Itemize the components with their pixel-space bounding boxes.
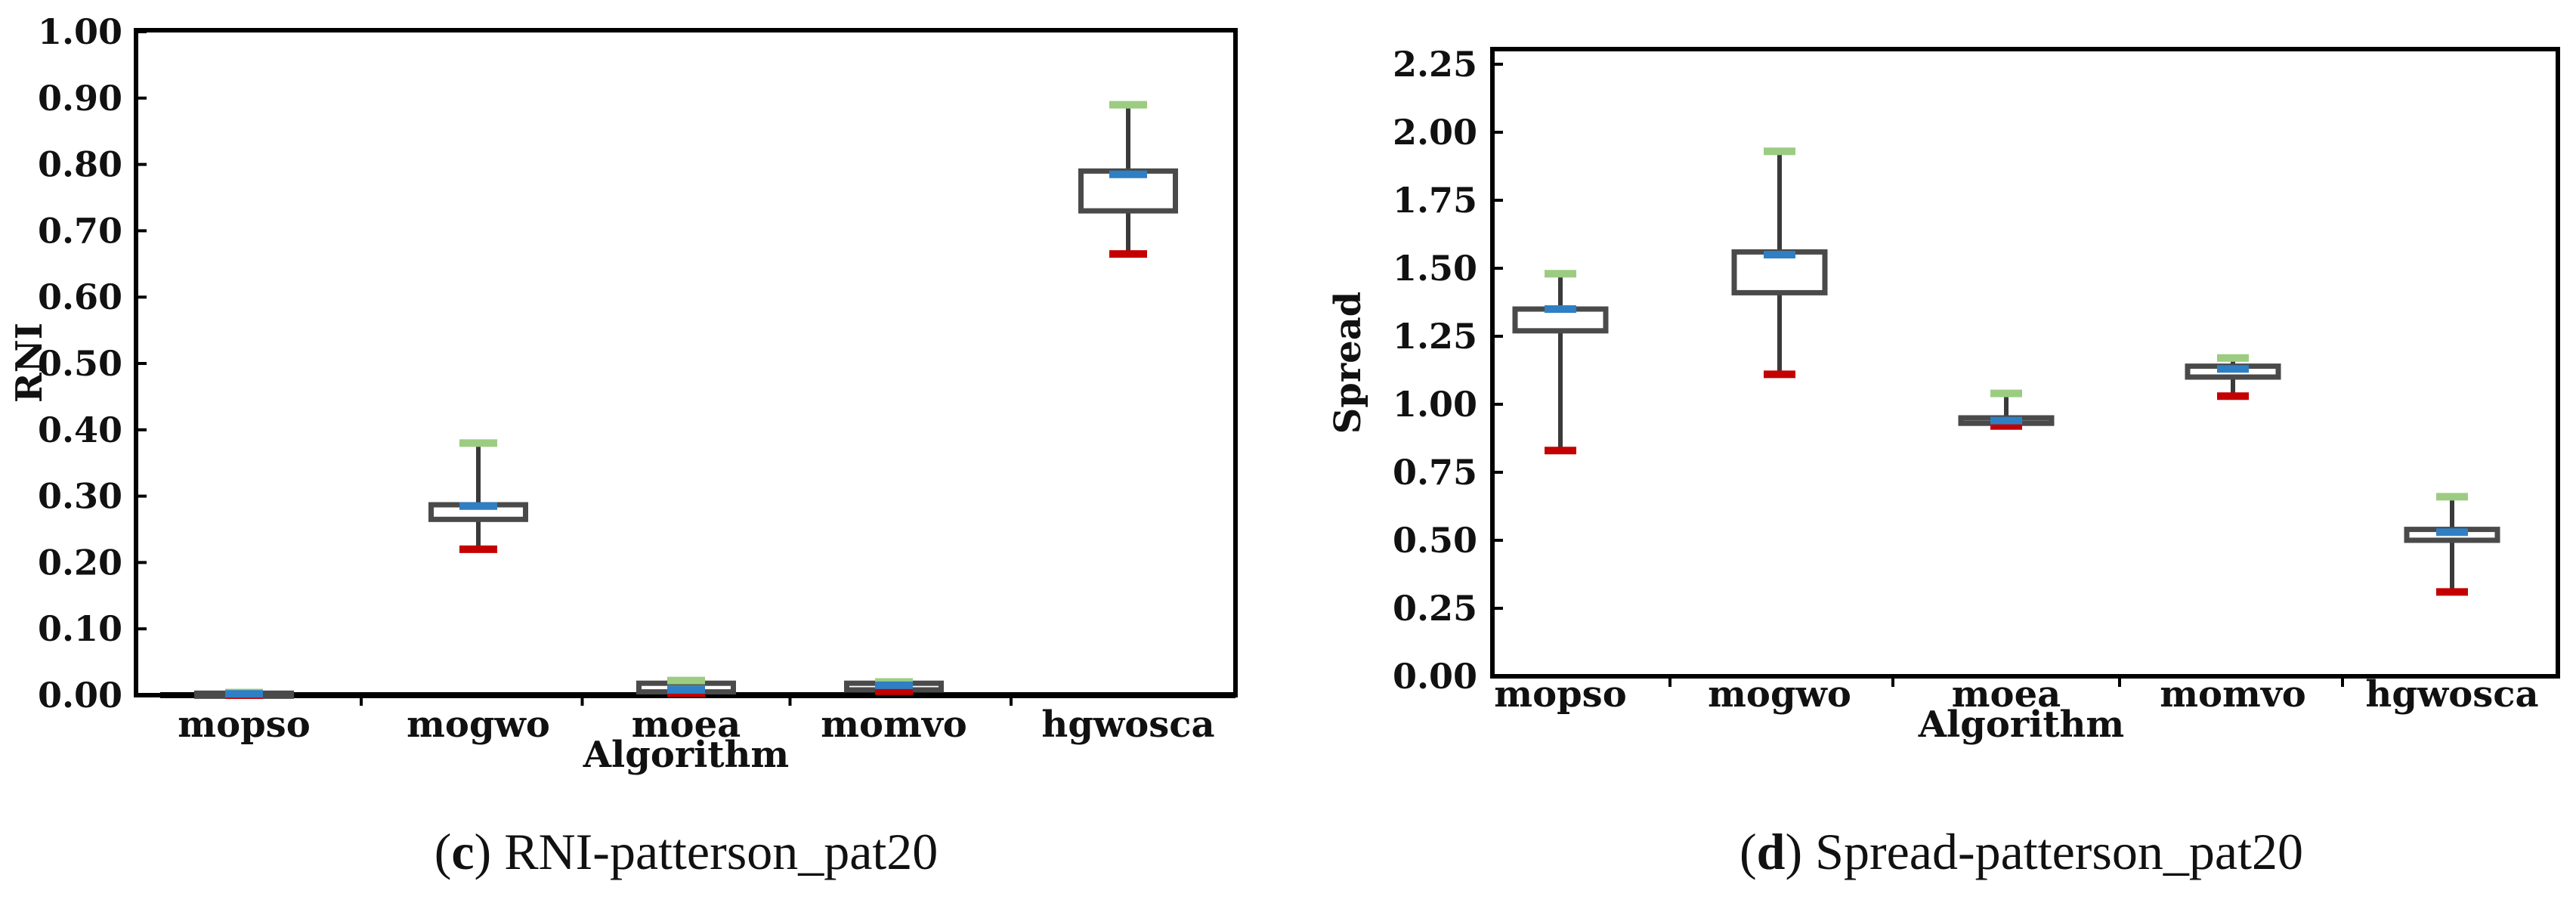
caption-letter-c: c xyxy=(451,823,474,880)
box-mogwo xyxy=(1731,147,1828,379)
y-tick-label: 0.10 xyxy=(38,608,122,649)
y-tick-label: 0.50 xyxy=(1393,520,1477,561)
caption-letter-d: d xyxy=(1757,823,1786,880)
box-moea xyxy=(1958,389,2055,430)
y-tick-label: 1.00 xyxy=(1393,384,1477,425)
x-category-label: mopso xyxy=(178,703,310,746)
caption-d: (d) Spread-patterson_pat20 xyxy=(1739,823,2303,880)
x-axis-title-d: Algorithm xyxy=(1918,703,2124,746)
x-category-label: mogwo xyxy=(1708,673,1851,716)
y-tick-label: 1.25 xyxy=(1393,316,1477,357)
y-tick-label: 1.75 xyxy=(1393,180,1477,221)
x-ticks-c: mopso mogwo moea momvo hgwosca xyxy=(178,695,1215,746)
panel-d: 0.00 0.25 0.50 0.75 1.00 1.25 1.50 1.75 2.00 2.25… xyxy=(1327,44,2560,880)
y-tick-label: 0.20 xyxy=(38,542,122,583)
y-tick-label: 0.25 xyxy=(1393,588,1477,629)
x-category-label: mogwo xyxy=(407,703,550,746)
x-category-label: momvo xyxy=(821,703,967,746)
x-category-label: mopso xyxy=(1494,673,1626,716)
y-tick-label: 0.50 xyxy=(38,343,122,384)
y-tick-label: 1.50 xyxy=(1393,248,1477,289)
y-tick-label: 0.40 xyxy=(38,410,122,450)
caption-text-c: RNI-patterson_pat20 xyxy=(504,823,938,880)
y-tick-label: 2.00 xyxy=(1393,112,1477,153)
box-momvo xyxy=(844,678,944,695)
x-category-label: hgwosca xyxy=(2365,673,2538,716)
y-tick-label: 0.80 xyxy=(38,144,122,185)
plot-frame-d xyxy=(1490,47,2560,679)
y-tick-label: 0.75 xyxy=(1393,452,1477,493)
y-tick-label: 1.00 xyxy=(38,11,122,52)
box-moea xyxy=(636,676,736,697)
y-axis-title-d: Spread xyxy=(1327,292,1369,434)
box-mopso xyxy=(194,688,294,699)
x-axis-title-c: Algorithm xyxy=(583,734,789,776)
y-axis-title-c: RNI xyxy=(8,323,51,403)
plot-frame-c xyxy=(134,28,1238,697)
y-tick-label: 0.30 xyxy=(38,476,122,517)
box-mogwo xyxy=(428,439,528,553)
x-category-label: moea xyxy=(1952,673,2061,716)
boxes-d xyxy=(1512,147,2500,596)
box-hgwosca xyxy=(1078,100,1178,258)
y-tick-label: 0.70 xyxy=(38,210,122,251)
box-hgwosca xyxy=(2404,493,2500,596)
y-tick-label: 0.00 xyxy=(38,675,122,716)
y-tick-label: 0.90 xyxy=(38,78,122,119)
y-ticks-d: 0.00 0.25 0.50 0.75 1.00 1.25 1.50 1.75 2.00 2.25 xyxy=(1393,44,1503,697)
x-category-label: momvo xyxy=(2160,673,2306,716)
y-ticks-c: 0.00 0.10 0.20 0.30 0.40 0.50 0.60 0.70 0.80 0.90… xyxy=(38,11,147,716)
y-tick-label: 0.00 xyxy=(1393,656,1477,697)
y-tick-label: 0.60 xyxy=(38,277,122,317)
x-ticks-d: mopso mogwo moea momvo hgwosca xyxy=(1494,673,2538,716)
boxes-c xyxy=(194,100,1178,699)
panel-c: 0.00 0.10 0.20 0.30 0.40 0.50 0.60 0.70 0.80 0.90… xyxy=(8,11,1238,880)
y-tick-label: 2.25 xyxy=(1393,44,1477,85)
x-category-label: hgwosca xyxy=(1041,703,1214,746)
caption-text-d: Spread-patterson_pat20 xyxy=(1815,823,2303,880)
box-momvo xyxy=(2185,354,2281,400)
box-mopso xyxy=(1512,270,1609,455)
caption-c: (c) RNI-patterson_pat20 xyxy=(434,823,939,880)
x-category-label: moea xyxy=(632,703,741,746)
